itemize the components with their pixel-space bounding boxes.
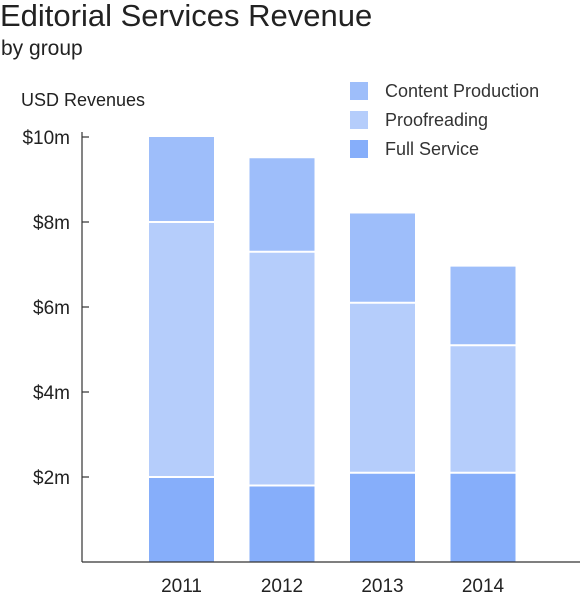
bar-segment-proofreading xyxy=(450,345,516,473)
bar-segment-proofreading xyxy=(350,302,415,473)
y-axis-label: USD Revenues xyxy=(21,90,145,110)
x-tick-label: 2012 xyxy=(261,576,303,594)
y-tick-label: $4m xyxy=(33,383,70,404)
bar-segment-full-service xyxy=(149,477,214,562)
bar-segment-full-service xyxy=(450,472,516,562)
legend-label: Content Production xyxy=(385,81,539,101)
axes-group: $2m $4m $6m $8m $10m 2011 2012 2013 2014 xyxy=(22,128,580,594)
legend-swatch xyxy=(350,82,368,100)
legend-label: Proofreading xyxy=(385,110,488,130)
bars-group xyxy=(149,137,516,562)
x-tick-label: 2014 xyxy=(462,576,505,594)
y-tick-label: $8m xyxy=(33,213,70,234)
legend-label: Full Service xyxy=(385,139,479,159)
bar-segment-content-production xyxy=(249,158,315,252)
chart-title: Editorial Services Revenue xyxy=(0,0,373,33)
bar-segment-content-production xyxy=(350,213,415,303)
y-tick-label: $2m xyxy=(33,468,70,489)
legend-swatch xyxy=(350,140,368,158)
bar-segment-full-service xyxy=(249,485,315,562)
x-tick-label: 2011 xyxy=(161,576,202,594)
bar-segment-content-production xyxy=(450,266,516,346)
bar-segment-full-service xyxy=(350,472,415,562)
bar-segment-proofreading xyxy=(149,222,214,477)
bar-segment-content-production xyxy=(149,137,214,222)
y-tick-label: $6m xyxy=(33,298,70,319)
legend: Content Production Proofreading Full Servi… xyxy=(350,81,539,159)
y-tick-label: $10m xyxy=(22,128,70,149)
bar-segment-proofreading xyxy=(249,251,315,486)
legend-swatch xyxy=(350,111,368,129)
chart-subtitle: by group xyxy=(1,37,83,60)
x-tick-label: 2013 xyxy=(361,576,403,594)
